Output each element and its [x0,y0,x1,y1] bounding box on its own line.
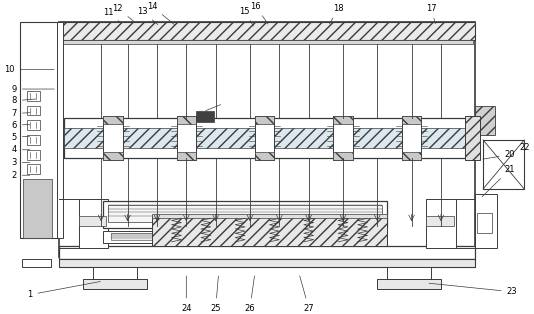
Bar [27,120,41,130]
Text: 27: 27 [300,276,314,312]
Bar [426,216,454,226]
Text: 13: 13 [137,7,158,24]
Text: 5: 5 [12,133,30,142]
Text: 20: 20 [483,150,515,159]
Bar [22,259,51,267]
Bar [152,216,387,246]
Bar [387,267,431,279]
Bar [27,106,41,116]
Bar [255,116,274,124]
Text: 26: 26 [245,276,255,312]
Bar [59,22,475,40]
Text: 12: 12 [113,4,135,23]
Bar [103,116,123,160]
Bar [255,152,274,160]
Text: 14: 14 [147,2,175,24]
Text: 6: 6 [11,121,30,130]
Bar [475,194,497,248]
Text: 15: 15 [239,7,254,26]
Bar [78,216,106,226]
Bar [59,246,475,259]
Bar [111,233,379,240]
Bar [152,214,387,218]
Bar [333,152,353,160]
Text: 10: 10 [4,65,54,74]
Text: 7: 7 [11,109,30,118]
Bar [477,214,492,233]
Bar [177,116,196,160]
Bar [177,152,196,160]
Text: 17: 17 [426,4,436,24]
Bar [57,22,63,238]
Bar [27,135,41,145]
Text: 22: 22 [520,143,530,152]
Bar [333,116,353,124]
Text: 11: 11 [103,8,121,23]
Text: 24: 24 [181,276,192,312]
Bar [108,205,382,222]
Bar [103,231,387,243]
Bar [402,116,421,124]
Bar [483,140,524,189]
Bar [466,116,480,160]
Bar [378,279,441,289]
Bar [255,116,274,160]
Text: 4: 4 [12,145,30,154]
Bar [475,106,495,135]
Bar [103,152,123,160]
Bar [333,116,353,160]
Bar [64,128,470,148]
Text: 25: 25 [210,276,221,312]
Text: 21: 21 [482,165,515,197]
Bar [196,111,214,122]
Bar [20,22,59,238]
Bar [27,91,41,101]
Bar [64,118,470,158]
Bar [78,199,108,248]
Text: 3: 3 [11,158,30,167]
Text: 18: 18 [329,4,343,24]
Text: 23: 23 [429,283,517,296]
Text: 8: 8 [11,96,36,105]
Bar [23,179,52,238]
Bar [59,22,475,257]
Bar [83,279,147,289]
Bar [93,267,137,279]
Bar [426,199,456,248]
Bar [61,40,473,44]
Bar [402,116,421,160]
Text: 16: 16 [250,2,268,24]
Text: 9: 9 [12,84,54,94]
Text: 2: 2 [12,171,30,180]
Bar [27,165,41,174]
Bar [103,201,387,228]
Bar [103,116,123,124]
Bar [177,116,196,124]
Bar [402,152,421,160]
Bar [59,259,475,267]
Text: 1: 1 [27,282,100,299]
Bar [27,150,41,160]
